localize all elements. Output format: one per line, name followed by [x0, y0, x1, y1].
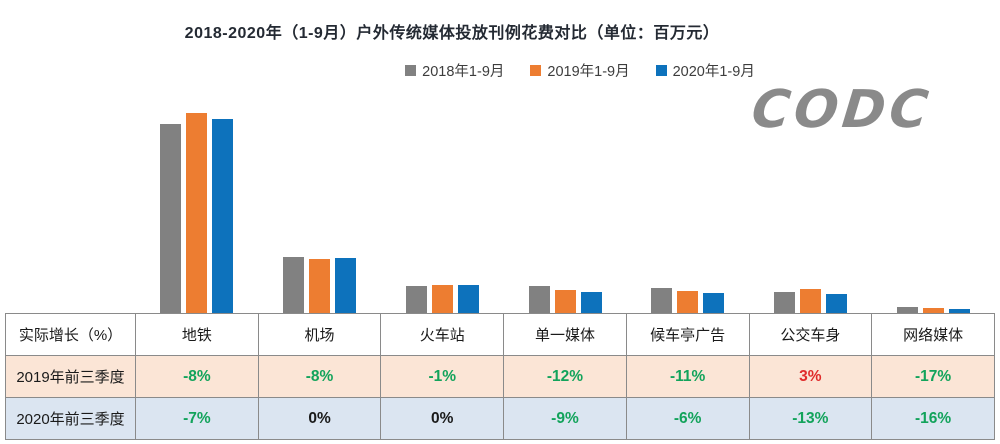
bar-series1-cat3 [554, 290, 576, 313]
column-header-cell: 单一媒体 [503, 313, 627, 356]
legend-item: 2019年1-9月 [530, 60, 630, 81]
table-row: 2020年前三季度 -7% 0% 0% -9% -6% -13% -16% [5, 397, 995, 440]
column-header-cell: 网络媒体 [871, 313, 995, 356]
legend-item: 2020年1-9月 [655, 60, 755, 81]
column-header-cell: 候车亭广告 [625, 313, 750, 356]
legend-swatch-icon [405, 65, 417, 76]
bar-series2-cat1 [334, 258, 356, 313]
chart-legend: 2018年1-9月 2019年1-9月 2020年1-9月 [160, 60, 1000, 81]
bar-series2-cat2 [457, 285, 479, 313]
growth-value-cell: -16% [871, 397, 995, 440]
chart-title: 2018-2020年（1-9月）户外传统媒体投放刊例花费对比（单位：百万元） [184, 25, 720, 42]
growth-value-cell: -1% [380, 355, 505, 398]
growth-value-cell: 3% [748, 355, 873, 398]
bar-series0-cat5 [774, 292, 796, 313]
column-header-cell: 公交车身 [748, 313, 873, 356]
bar-group-6 [872, 104, 995, 313]
bar-series1-cat1 [308, 259, 330, 313]
bar-series2-cat5 [826, 294, 848, 313]
growth-value-cell: -17% [871, 355, 995, 398]
bar-group-2 [381, 104, 504, 313]
legend-swatch-icon [655, 65, 667, 76]
row-label: 2020年前三季度 [5, 397, 136, 440]
bar-series1-cat4 [677, 291, 699, 313]
bar-series2-cat0 [211, 119, 233, 313]
row-label: 2019年前三季度 [5, 355, 136, 398]
column-header-cell: 机场 [257, 313, 382, 356]
legend-item: 2018年1-9月 [405, 60, 504, 81]
growth-value-cell: -9% [503, 397, 627, 440]
bar-series0-cat1 [282, 257, 304, 313]
legend-label: 2018年1-9月 [422, 64, 505, 80]
bar-series1-cat5 [800, 289, 822, 313]
bar-series1-cat0 [185, 113, 207, 313]
growth-value-cell: -6% [625, 397, 750, 440]
bar-series0-cat4 [651, 288, 673, 313]
growth-value-cell: -12% [503, 355, 627, 398]
plot-spacer [5, 104, 135, 313]
legend-label: 2019年1-9月 [547, 64, 630, 80]
corner-header-cell: 实际增长（%） [5, 313, 136, 356]
table-header-row: 实际增长（%） 地铁 机场 火车站 单一媒体 候车亭广告 公交车身 网络媒体 [5, 313, 995, 356]
bar-series0-cat6 [897, 307, 919, 313]
bar-group-0 [135, 104, 258, 313]
bar-group-4 [626, 104, 749, 313]
legend-swatch-icon [530, 65, 542, 76]
growth-value-cell: -13% [748, 397, 873, 440]
bar-series2-cat6 [949, 309, 971, 313]
growth-value-cell: -11% [625, 355, 750, 398]
bar-series1-cat2 [431, 285, 453, 313]
growth-value-cell: -8% [257, 355, 382, 398]
table-row: 2019年前三季度 -8% -8% -1% -12% -11% 3% -17% [5, 355, 995, 398]
bar-series2-cat3 [580, 292, 602, 313]
bar-group-3 [504, 104, 627, 313]
column-header-cell: 地铁 [135, 313, 259, 356]
bar-group-1 [258, 104, 381, 313]
bar-series1-cat6 [923, 308, 945, 313]
growth-value-cell: -7% [135, 397, 259, 440]
growth-table-header: 实际增长（%） 地铁 机场 火车站 单一媒体 候车亭广告 公交车身 网络媒体 [5, 313, 995, 356]
bar-group-5 [749, 104, 872, 313]
column-header-cell: 火车站 [380, 313, 505, 356]
legend-label: 2020年1-9月 [672, 64, 755, 80]
bar-series0-cat0 [159, 124, 181, 313]
bar-series2-cat4 [703, 293, 725, 313]
growth-value-cell: -8% [135, 355, 259, 398]
bar-series0-cat3 [528, 286, 550, 313]
bar-series0-cat2 [405, 286, 427, 313]
bar-plot [5, 104, 995, 313]
growth-table: 实际增长（%） 地铁 机场 火车站 单一媒体 候车亭广告 公交车身 网络媒体 2019年前三季… [5, 313, 995, 440]
growth-value-cell: 0% [257, 397, 382, 440]
growth-value-cell: 0% [380, 397, 505, 440]
